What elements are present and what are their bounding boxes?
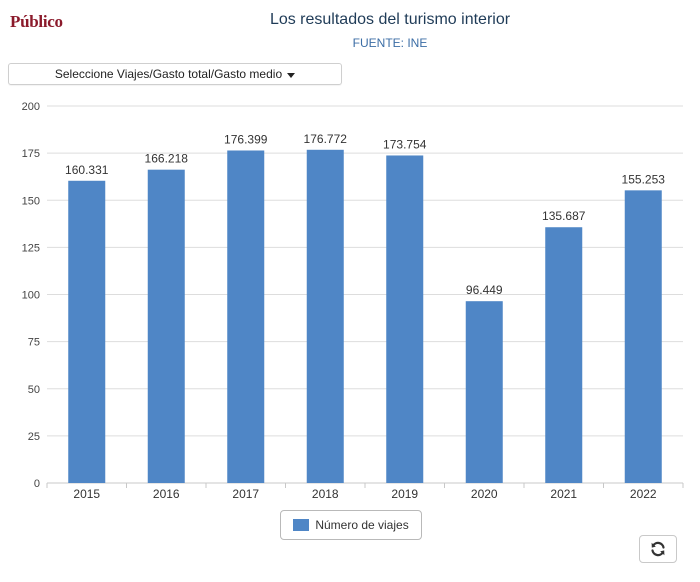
legend-label: Número de viajes bbox=[315, 518, 409, 532]
publico-logo: Público bbox=[10, 12, 63, 31]
chart-source: FUENTE: INE bbox=[352, 36, 428, 50]
legend-swatch bbox=[293, 519, 310, 531]
data-label-2016: 166.218 bbox=[145, 152, 189, 166]
y-tick-label: 100 bbox=[22, 290, 40, 302]
data-label-2015: 160.331 bbox=[65, 163, 109, 177]
data-label-2017: 176.399 bbox=[224, 132, 268, 146]
refresh-button[interactable] bbox=[639, 535, 677, 563]
x-tick-label-2020: 2020 bbox=[471, 487, 498, 501]
bar-2022 bbox=[624, 190, 662, 484]
bar-2021 bbox=[545, 227, 583, 483]
chart-title: Los resultados del turismo interior bbox=[269, 11, 511, 28]
bar-2017 bbox=[227, 150, 265, 483]
y-tick-label: 75 bbox=[28, 337, 40, 349]
y-tick-label: 200 bbox=[22, 101, 40, 113]
y-tick-label: 50 bbox=[28, 384, 40, 396]
y-tick-label: 125 bbox=[22, 242, 40, 254]
x-tick-label-2015: 2015 bbox=[73, 487, 100, 501]
x-tick-label-2022: 2022 bbox=[630, 487, 657, 501]
y-tick-label: 150 bbox=[22, 195, 40, 207]
metric-selector-dropdown[interactable]: Seleccione Viajes/Gasto total/Gasto medi… bbox=[8, 63, 342, 85]
x-tick-label-2017: 2017 bbox=[232, 487, 259, 501]
data-label-2019: 173.754 bbox=[383, 137, 427, 151]
data-label-2021: 135.687 bbox=[542, 209, 586, 223]
data-label-2020: 96.449 bbox=[466, 283, 503, 297]
bar-2018 bbox=[306, 149, 344, 483]
x-tick-label-2019: 2019 bbox=[391, 487, 418, 501]
y-tick-label: 25 bbox=[28, 431, 40, 443]
y-tick-label: 0 bbox=[34, 478, 40, 490]
x-tick-label-2021: 2021 bbox=[550, 487, 577, 501]
caret-down-icon bbox=[287, 72, 296, 78]
bar-2019 bbox=[386, 155, 424, 484]
metric-selector-label: Seleccione Viajes/Gasto total/Gasto medi… bbox=[54, 67, 283, 81]
legend-item-numero-de-viajes[interactable]: Número de viajes bbox=[280, 510, 422, 540]
x-tick-label-2016: 2016 bbox=[153, 487, 180, 501]
bar-2015 bbox=[68, 180, 106, 483]
bar-chart: 0 25 50 75 100 125 150 175 200 160.331 2015 166.218… bbox=[22, 101, 684, 501]
bar-2020 bbox=[465, 301, 503, 483]
x-tick-label-2018: 2018 bbox=[312, 487, 339, 501]
refresh-icon bbox=[651, 541, 665, 557]
data-label-2022: 155.253 bbox=[622, 172, 666, 186]
bar-2016 bbox=[147, 169, 185, 483]
data-label-2018: 176.772 bbox=[304, 132, 348, 146]
y-tick-label: 175 bbox=[22, 148, 40, 160]
